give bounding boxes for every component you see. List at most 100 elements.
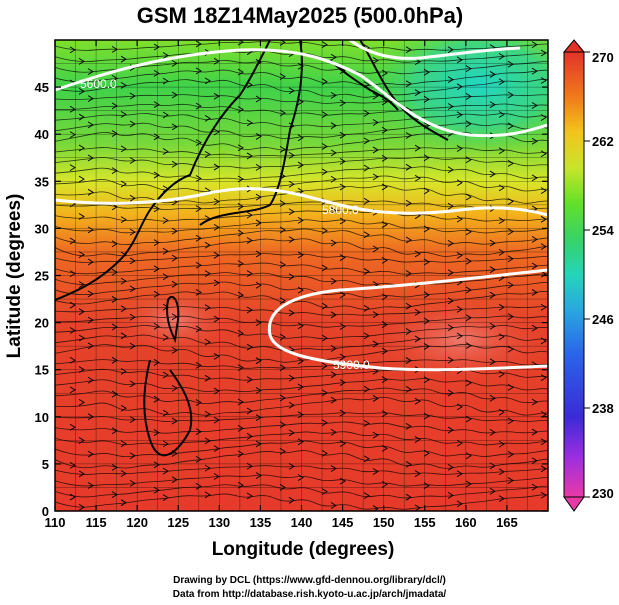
- streamline-arrow: [120, 305, 127, 313]
- streamline-arrow: [111, 203, 118, 211]
- streamline-arrow: [213, 57, 220, 65]
- streamline-arrow: [78, 334, 85, 342]
- streamline-arrow: [78, 366, 85, 374]
- streamline-arrow: [339, 217, 346, 225]
- streamline-arrow: [78, 398, 85, 406]
- streamline-arrow: [111, 427, 118, 435]
- streamline-arrow: [414, 504, 421, 511]
- streamline-arrow: [489, 71, 496, 78]
- streamline-arrow: [204, 241, 211, 249]
- streamline-arrow: [297, 474, 304, 481]
- streamline-arrow: [507, 228, 514, 236]
- streamline-arrow: [531, 137, 538, 145]
- streamline-arrow: [414, 470, 421, 478]
- streamline-arrow: [507, 60, 514, 68]
- streamline-arrow: [381, 98, 388, 106]
- streamline-arrow: [550, 58, 555, 64]
- streamline-arrow: [339, 67, 346, 75]
- streamline-arrow: [153, 101, 160, 108]
- streamline-arrow: [372, 340, 379, 348]
- streamline-arrow: [87, 316, 94, 324]
- streamline-arrow: [69, 386, 76, 394]
- streamline: [55, 60, 548, 75]
- streamline: [55, 306, 548, 316]
- streamline-arrow: [423, 95, 430, 103]
- streamline-arrow: [87, 68, 94, 76]
- streamline-arrow: [447, 202, 454, 210]
- streamline-arrow: [129, 452, 136, 460]
- streamline-arrow: [69, 270, 76, 277]
- streamline-arrow: [456, 83, 463, 91]
- streamline-arrow: [171, 160, 178, 168]
- streamline-arrow: [279, 448, 286, 455]
- streamline-arrow: [87, 121, 94, 129]
- streamline-arrow: [447, 76, 454, 83]
- streamline-arrow: [153, 43, 160, 51]
- streamline-arrow: [498, 248, 505, 256]
- streamline-arrow: [87, 188, 94, 196]
- streamline-arrow: [288, 273, 295, 281]
- streamline-arrow: [288, 309, 295, 317]
- x-tick-label: 120: [126, 515, 148, 530]
- streamline-arrow: [255, 164, 262, 171]
- streamline: [55, 431, 548, 446]
- streamline-arrow: [255, 133, 262, 140]
- streamline-arrow: [129, 416, 136, 423]
- streamline-arrow: [447, 426, 454, 434]
- streamline-arrow: [129, 92, 136, 100]
- streamline-arrow: [414, 144, 421, 152]
- streamline-arrow: [279, 109, 286, 117]
- streamline-arrow: [87, 342, 94, 350]
- streamline-arrow: [288, 180, 295, 188]
- streamline-arrow: [321, 78, 328, 86]
- streamline-arrow: [381, 481, 388, 488]
- streamline-arrow: [246, 407, 253, 415]
- streamline-arrow: [363, 419, 370, 427]
- streamline-arrow: [330, 122, 337, 130]
- streamline-arrow: [372, 57, 379, 64]
- streamline-arrow: [405, 132, 412, 139]
- streamline-arrow: [330, 53, 337, 61]
- streamline: [55, 465, 548, 475]
- streamline-arrow: [465, 257, 472, 265]
- streamline-arrow: [321, 334, 328, 342]
- streamline-arrow: [120, 55, 127, 63]
- streamline-arrow: [465, 314, 472, 322]
- streamline-arrow: [129, 194, 136, 202]
- x-tick-label: 155: [414, 515, 436, 530]
- streamline-arrow: [321, 419, 328, 427]
- colorbar-tick-label: 270: [592, 50, 614, 65]
- streamline-arrow: [288, 429, 295, 437]
- streamline-arrow: [339, 183, 346, 191]
- streamline-arrow: [489, 291, 496, 299]
- streamline-arrow: [381, 347, 388, 355]
- colorbar-ticks: 230 238 246 254 262 270: [584, 50, 614, 501]
- streamline-arrow: [531, 41, 538, 49]
- streamline-arrow: [69, 356, 76, 364]
- streamline-arrow: [279, 484, 286, 491]
- streamline-arrow: [78, 113, 85, 121]
- streamline-arrow: [213, 416, 220, 424]
- streamline-arrow: [498, 184, 505, 192]
- y-tick-label: 30: [35, 221, 49, 236]
- streamline-arrow: [171, 123, 178, 131]
- streamline-arrow: [330, 239, 337, 247]
- colorbar-tick-label: 238: [592, 401, 614, 416]
- streamline-arrow: [246, 237, 253, 244]
- streamline-arrow: [204, 374, 211, 382]
- streamline-arrow: [456, 179, 463, 187]
- streamline-arrow: [111, 268, 118, 276]
- streamline-arrow: [195, 428, 202, 435]
- streamline: [55, 493, 548, 510]
- streamline-arrow: [363, 332, 370, 340]
- streamline-arrow: [246, 119, 253, 127]
- y-tick-label: 5: [42, 457, 49, 472]
- streamline-arrow: [213, 315, 220, 323]
- streamline-arrow: [195, 362, 202, 369]
- streamline-arrow: [111, 130, 118, 137]
- streamline-arrow: [120, 368, 127, 375]
- streamline-arrow: [297, 383, 304, 391]
- streamline-arrow: [321, 488, 328, 496]
- streamline: [55, 359, 548, 369]
